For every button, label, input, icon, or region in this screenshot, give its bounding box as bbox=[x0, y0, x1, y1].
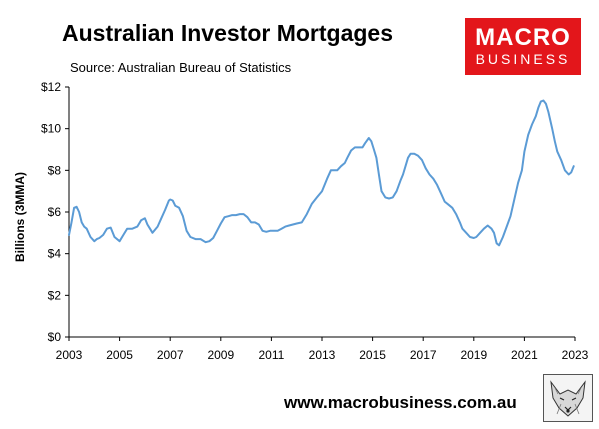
x-tick-label: 2021 bbox=[511, 348, 538, 362]
y-tick-label: $8 bbox=[48, 163, 62, 177]
y-tick-label: $10 bbox=[41, 122, 61, 136]
x-tick-label: 2015 bbox=[359, 348, 386, 362]
x-tick-label: 2011 bbox=[258, 348, 284, 362]
x-tick-label: 2013 bbox=[309, 348, 336, 362]
x-tick-label: 2007 bbox=[157, 348, 184, 362]
macrobusiness-logo: MACRO BUSINESS bbox=[465, 18, 581, 75]
logo-line-business: BUSINESS bbox=[475, 51, 571, 67]
chart-subtitle: Source: Australian Bureau of Statistics bbox=[70, 60, 292, 75]
y-tick-label: $6 bbox=[48, 205, 62, 219]
y-tick-label: $2 bbox=[48, 288, 62, 302]
x-tick-label: 2009 bbox=[207, 348, 234, 362]
x-tick-label: 2023 bbox=[562, 348, 589, 362]
x-tick-label: 2005 bbox=[106, 348, 133, 362]
x-tick-label: 2019 bbox=[460, 348, 487, 362]
x-tick-label: 2003 bbox=[56, 348, 83, 362]
y-tick-label: $4 bbox=[48, 247, 62, 261]
footer-website-url: www.macrobusiness.com.au bbox=[284, 393, 517, 412]
x-tick-label: 2017 bbox=[410, 348, 437, 362]
chart-title: Australian Investor Mortgages bbox=[62, 20, 394, 46]
series-line-investor-mortgages bbox=[68, 99, 575, 247]
fox-sketch-icon bbox=[543, 374, 593, 422]
y-tick-label: $0 bbox=[48, 330, 62, 344]
logo-line-macro: MACRO bbox=[475, 24, 571, 51]
y-tick-label: $12 bbox=[41, 80, 61, 94]
